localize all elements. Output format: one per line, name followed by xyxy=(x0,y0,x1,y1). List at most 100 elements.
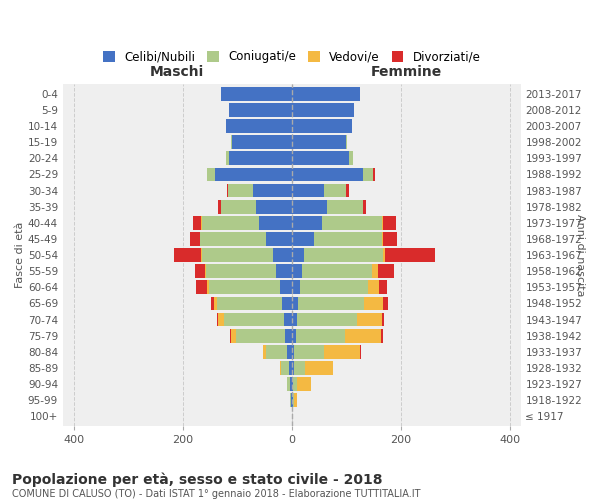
Bar xyxy=(383,232,397,246)
Bar xyxy=(207,280,209,294)
Bar xyxy=(224,312,284,326)
Text: COMUNE DI CALUSO (TO) - Dati ISTAT 1° gennaio 2018 - Elaborazione TUTTITALIA.IT: COMUNE DI CALUSO (TO) - Dati ISTAT 1° ge… xyxy=(12,489,421,499)
Legend: Celibi/Nubili, Coniugati/e, Vedovi/e, Divorziati/e: Celibi/Nubili, Coniugati/e, Vedovi/e, Di… xyxy=(98,46,485,68)
Bar xyxy=(292,200,327,213)
Bar xyxy=(259,216,292,230)
Bar xyxy=(293,394,295,407)
Bar xyxy=(217,296,282,310)
Bar xyxy=(322,216,382,230)
Bar xyxy=(287,345,292,358)
Bar xyxy=(360,345,361,358)
Bar xyxy=(290,394,292,407)
Bar xyxy=(292,87,360,101)
Bar xyxy=(295,361,305,375)
Bar xyxy=(292,103,355,117)
Bar xyxy=(363,200,366,213)
Bar xyxy=(292,345,295,358)
Bar xyxy=(382,216,383,230)
Bar xyxy=(379,280,387,294)
Text: Maschi: Maschi xyxy=(150,64,205,78)
Text: Femmine: Femmine xyxy=(371,64,442,78)
Bar xyxy=(357,312,382,326)
Bar xyxy=(292,184,325,198)
Bar xyxy=(256,200,292,213)
Bar xyxy=(201,248,202,262)
Bar xyxy=(314,232,382,246)
Bar xyxy=(230,329,231,342)
Bar xyxy=(200,232,266,246)
Bar xyxy=(292,168,362,181)
Bar xyxy=(292,377,293,391)
Bar xyxy=(232,136,292,149)
Bar xyxy=(236,329,285,342)
Bar xyxy=(266,232,292,246)
Bar xyxy=(305,361,332,375)
Bar xyxy=(287,377,290,391)
Bar xyxy=(253,184,292,198)
Bar xyxy=(280,361,281,375)
Bar xyxy=(263,345,266,358)
Bar xyxy=(228,184,253,198)
Bar xyxy=(349,152,353,165)
Bar xyxy=(383,296,388,310)
Bar xyxy=(214,296,217,310)
Bar xyxy=(173,248,201,262)
Bar xyxy=(292,361,295,375)
Bar xyxy=(205,264,206,278)
Bar xyxy=(281,361,289,375)
Bar xyxy=(215,168,292,181)
Bar xyxy=(218,200,221,213)
Bar xyxy=(196,280,207,294)
Bar xyxy=(290,377,292,391)
Bar xyxy=(292,329,296,342)
Bar xyxy=(300,280,368,294)
Bar xyxy=(385,248,434,262)
Bar xyxy=(226,119,292,133)
Bar xyxy=(292,394,293,407)
Y-axis label: Fasce di età: Fasce di età xyxy=(15,222,25,288)
Bar xyxy=(229,152,292,165)
Bar xyxy=(295,394,297,407)
Bar xyxy=(383,248,385,262)
Bar xyxy=(327,200,362,213)
Bar xyxy=(272,248,292,262)
Bar xyxy=(292,296,298,310)
Bar xyxy=(302,264,373,278)
Bar xyxy=(297,377,311,391)
Bar xyxy=(325,345,360,358)
Bar xyxy=(297,312,357,326)
Bar xyxy=(304,248,383,262)
Bar xyxy=(325,184,346,198)
Bar xyxy=(345,329,380,342)
Bar xyxy=(284,312,292,326)
Bar xyxy=(362,168,373,181)
Bar xyxy=(282,296,292,310)
Bar xyxy=(368,280,379,294)
Bar xyxy=(346,184,349,198)
Bar xyxy=(373,264,378,278)
Bar xyxy=(292,280,300,294)
Bar xyxy=(277,264,292,278)
Bar xyxy=(296,329,345,342)
Bar xyxy=(195,264,205,278)
Text: Popolazione per età, sesso e stato civile - 2018: Popolazione per età, sesso e stato civil… xyxy=(12,472,383,487)
Bar xyxy=(231,329,236,342)
Y-axis label: Anni di nascita: Anni di nascita xyxy=(575,214,585,296)
Bar xyxy=(190,232,200,246)
Bar xyxy=(292,152,349,165)
Bar xyxy=(280,280,292,294)
Bar xyxy=(292,232,314,246)
Bar xyxy=(292,119,352,133)
Bar xyxy=(293,377,297,391)
Bar xyxy=(378,264,394,278)
Bar xyxy=(382,232,383,246)
Bar xyxy=(380,329,383,342)
Bar xyxy=(292,312,297,326)
Bar xyxy=(229,103,292,117)
Bar xyxy=(292,248,304,262)
Bar xyxy=(292,264,302,278)
Bar xyxy=(298,296,364,310)
Bar xyxy=(211,296,214,310)
Bar xyxy=(217,312,218,326)
Bar xyxy=(206,264,277,278)
